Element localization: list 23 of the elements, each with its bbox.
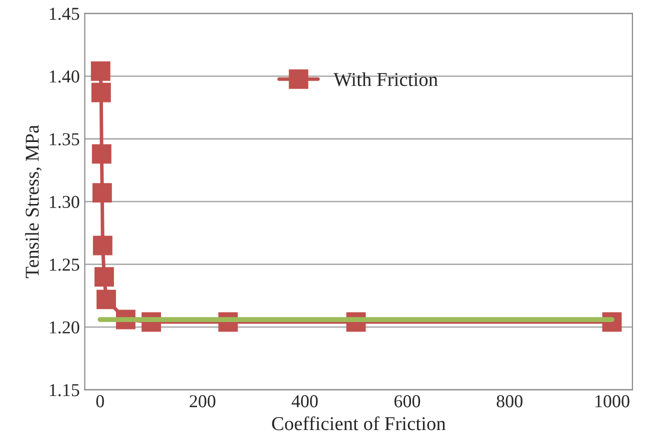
point xyxy=(90,61,110,81)
x-tick-label: 0 xyxy=(96,395,104,408)
y-tick-label: 1.15 xyxy=(50,384,80,396)
y-tick-label: 1.20 xyxy=(50,321,80,334)
point xyxy=(92,144,112,164)
x-tick-label: 200 xyxy=(190,395,216,408)
y-tick-label: 1.35 xyxy=(50,133,80,146)
y-axis-title: Tensile Stress, MPa xyxy=(25,125,42,278)
point xyxy=(94,267,114,287)
x-tick-label: 1000 xyxy=(596,395,630,408)
x-axis-title: Coefficient of Friction xyxy=(272,416,446,430)
x-tick-label: 600 xyxy=(394,395,420,408)
point xyxy=(91,82,111,102)
y-tick-label: 1.25 xyxy=(50,258,80,271)
x-tick-label: 400 xyxy=(292,395,318,408)
y-tick-label: 1.30 xyxy=(50,196,80,208)
y-tick-label: 1.40 xyxy=(50,70,80,83)
x-tick-label: 800 xyxy=(496,395,522,408)
point xyxy=(96,290,116,310)
y-tick-label: 1.45 xyxy=(50,8,80,20)
legend-label: With Friction xyxy=(334,72,438,86)
point xyxy=(92,236,112,256)
point xyxy=(92,183,112,203)
